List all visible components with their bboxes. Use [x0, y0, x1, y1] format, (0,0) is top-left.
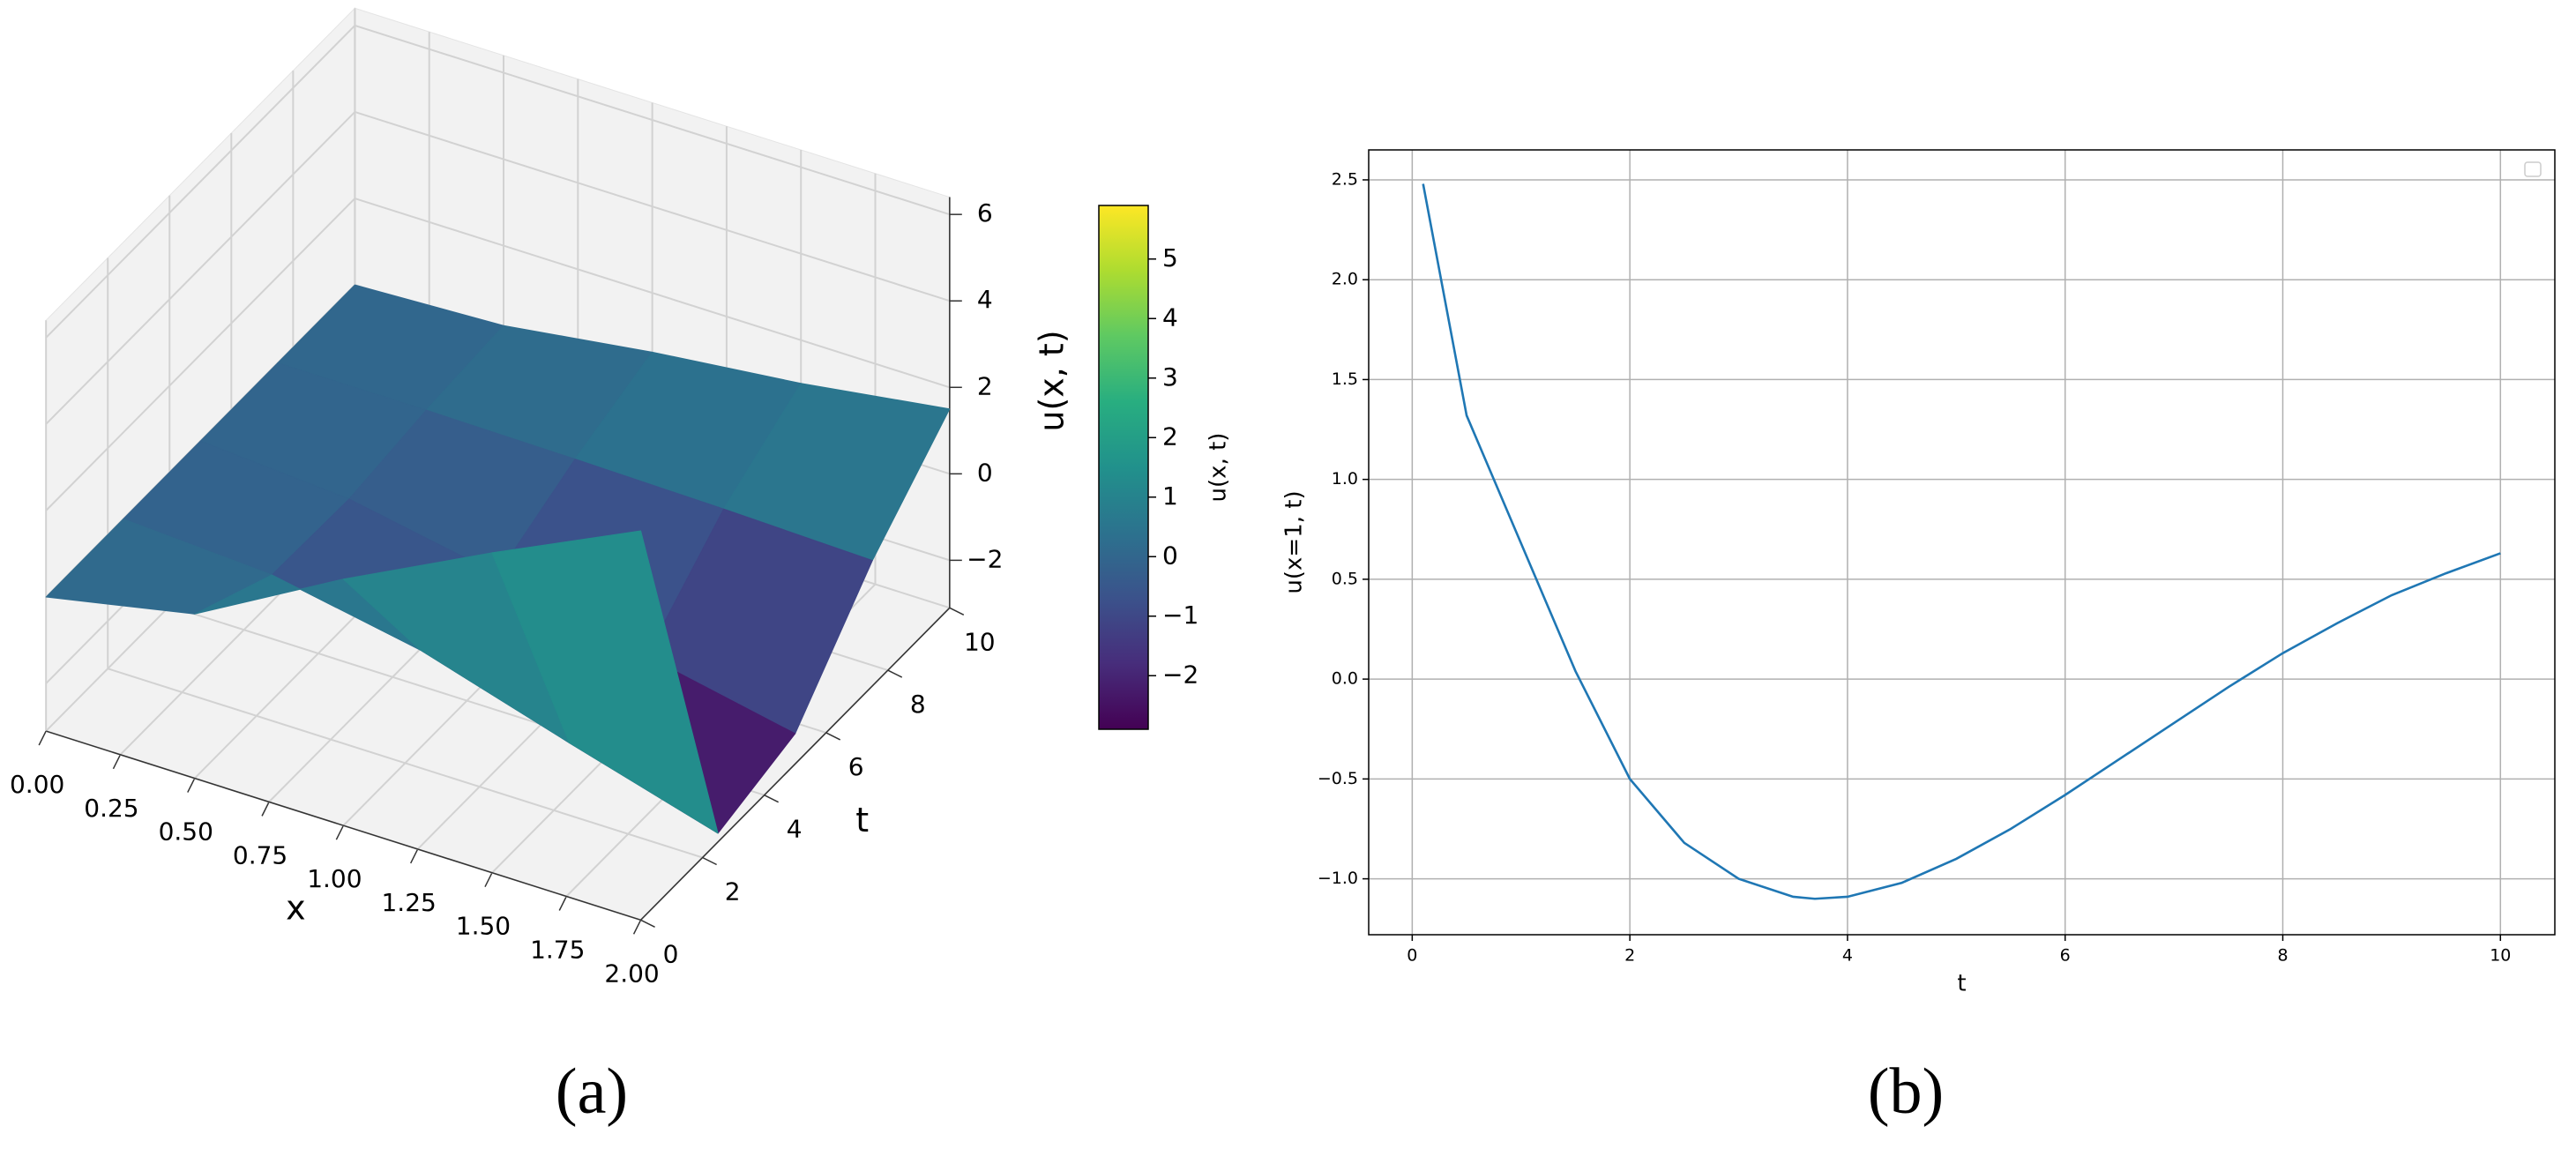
tick-mark [558, 896, 567, 911]
grid-line [355, 24, 951, 216]
colorbar-tick-label: 3 [1162, 362, 1178, 392]
tick-mark [702, 856, 717, 866]
x-tick-label: 1.75 [530, 935, 585, 964]
x-tick-label: 2 [1624, 946, 1635, 966]
caption: (a) [556, 1056, 628, 1128]
grid-line [107, 668, 703, 859]
colorbar-tick-label: 4 [1162, 302, 1178, 332]
x-tick-label: 8 [2277, 946, 2288, 966]
y-tick-label: −0.5 [1318, 769, 1358, 788]
y-axis-label: u(x=1, t) [1281, 490, 1308, 593]
z-tick-label: 6 [977, 198, 993, 228]
y-tick-label: 6 [848, 752, 864, 781]
y-tick-label: 1.0 [1332, 469, 1358, 489]
x-axis-label: x [286, 889, 306, 928]
colorbar-tick-label: 5 [1162, 243, 1178, 272]
colorbar-label: u(x, t) [1206, 433, 1232, 503]
y-tick-label: 1.5 [1332, 369, 1358, 389]
y-tick-label: 2 [725, 877, 741, 906]
colorbar [1098, 205, 1149, 730]
colorbar-tick-label: 1 [1162, 481, 1178, 511]
tick-mark [187, 778, 196, 793]
y-tick-label: 4 [787, 815, 803, 844]
x-tick-label: 1.50 [456, 912, 511, 941]
x-axis-label: t [1957, 971, 1966, 997]
y-tick-label: 0 [663, 939, 679, 968]
x-tick-label: 1.00 [307, 864, 362, 893]
y-tick-label: 10 [964, 627, 996, 656]
x-tick-label: 0.00 [10, 770, 64, 799]
z-tick-label: 4 [977, 285, 993, 314]
x-tick-label: 0.50 [159, 817, 213, 847]
tick-mark [632, 919, 642, 935]
colorbar-tick-label: −1 [1162, 601, 1198, 630]
axis-line [640, 607, 951, 921]
z-axis-label: u(x, t) [1033, 330, 1071, 431]
legend-box [2524, 161, 2542, 177]
z-tick-label: −2 [967, 544, 1003, 573]
y-tick-label: 0.0 [1332, 669, 1358, 689]
tick-mark [825, 732, 841, 741]
x-tick-label: 10 [2490, 946, 2511, 966]
tick-mark [409, 848, 419, 864]
colorbar-tick-label: −2 [1162, 660, 1198, 689]
tick-mark [949, 607, 965, 616]
y-tick-label: 2.5 [1332, 169, 1358, 189]
plot-frame [1368, 149, 2556, 936]
z-tick-label: 2 [977, 371, 993, 400]
colorbar-tick-label: 0 [1162, 541, 1178, 570]
x-tick-label: 4 [1842, 946, 1853, 966]
grid-line [45, 25, 356, 339]
colorbar-tick-label: 2 [1162, 422, 1178, 451]
x-tick-label: 0 [1407, 946, 1417, 966]
tick-mark [887, 669, 903, 678]
tick-mark [484, 872, 493, 888]
line-series [1422, 183, 2501, 900]
y-tick-label: 0.5 [1332, 569, 1358, 588]
y-tick-label: 2.0 [1332, 270, 1358, 289]
tick-mark [112, 754, 122, 770]
tick-mark [764, 795, 780, 803]
tick-mark [640, 919, 655, 928]
surface-patch [491, 530, 719, 834]
grid-line [45, 111, 356, 425]
x-tick-label: 0.75 [233, 840, 287, 869]
tick-mark [335, 824, 345, 840]
y-tick-label: −1.0 [1318, 869, 1358, 888]
y-tick-label: 8 [910, 690, 926, 719]
grid-line [355, 198, 951, 389]
y-axis-label: t [855, 801, 869, 839]
x-tick-label: 2.00 [604, 959, 659, 988]
caption: (b) [1868, 1056, 1944, 1128]
x-tick-label: 6 [2060, 946, 2071, 966]
x-tick-label: 1.25 [381, 888, 436, 917]
z-tick-label: 0 [977, 458, 993, 487]
grid-line [45, 198, 356, 511]
tick-mark [261, 802, 270, 817]
axis-line [45, 730, 641, 921]
tick-mark [38, 730, 47, 746]
grid-line [355, 111, 951, 302]
x-tick-label: 0.25 [84, 794, 138, 823]
